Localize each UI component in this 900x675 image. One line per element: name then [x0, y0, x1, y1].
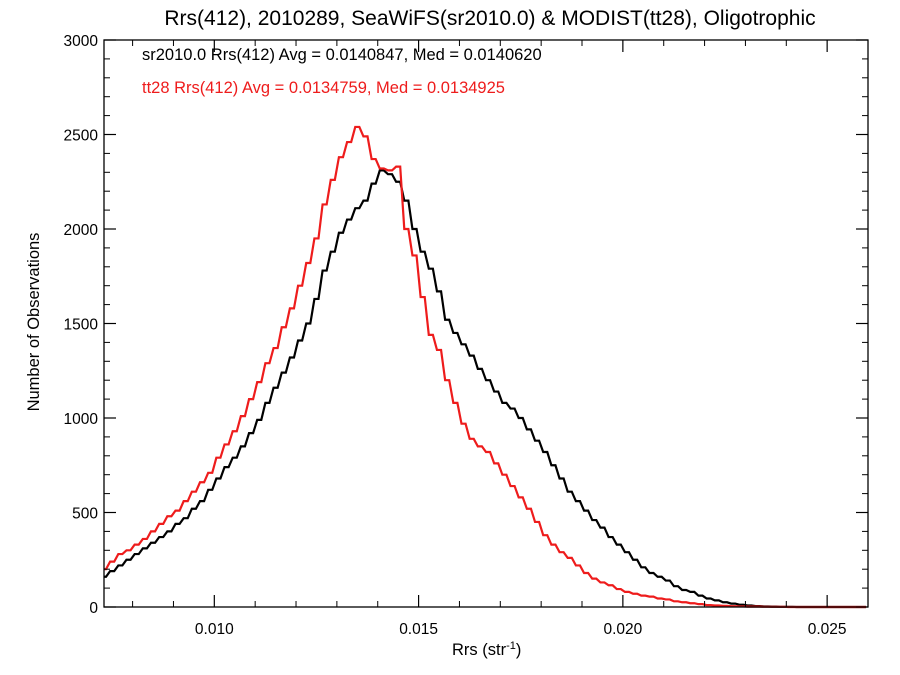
x-axis-label-superscript: -1 [506, 640, 516, 652]
series-line-sr2010.0 [104, 169, 866, 609]
y-tick-label: 2000 [64, 222, 99, 239]
legend-entry-tt28: tt28 Rrs(412) Avg = 0.0134759, Med = 0.0… [142, 79, 505, 97]
x-axis-label: Rrs (str-1) [452, 640, 521, 659]
y-tick-label: 1000 [64, 411, 99, 428]
chart-title: Rrs(412), 2010289, SeaWiFS(sr2010.0) & M… [164, 7, 815, 30]
plot-frame [103, 39, 869, 608]
y-tick-label: 1500 [64, 317, 99, 334]
y-tick-label: 3000 [64, 33, 99, 50]
y-axis-label: Number of Observations [25, 233, 43, 412]
x-tick-label: 0.020 [603, 621, 642, 638]
x-axis-label-close: ) [516, 641, 522, 659]
y-tick-label: 0 [89, 600, 98, 617]
y-tick-label: 500 [72, 506, 98, 523]
x-axis-label-text: Rrs (str [452, 641, 507, 659]
legend-entry-sr2010: sr2010.0 Rrs(412) Avg = 0.0140847, Med =… [142, 46, 542, 64]
y-tick-label: 2500 [64, 128, 99, 145]
x-tick-label: 0.015 [399, 621, 438, 638]
x-tick-label: 0.010 [195, 621, 234, 638]
axis-ticks: 0.010 0.015 0.020 0.025 0 500 1000 1500 2000 2500… [64, 33, 868, 638]
x-tick-label: 0.025 [808, 621, 847, 638]
